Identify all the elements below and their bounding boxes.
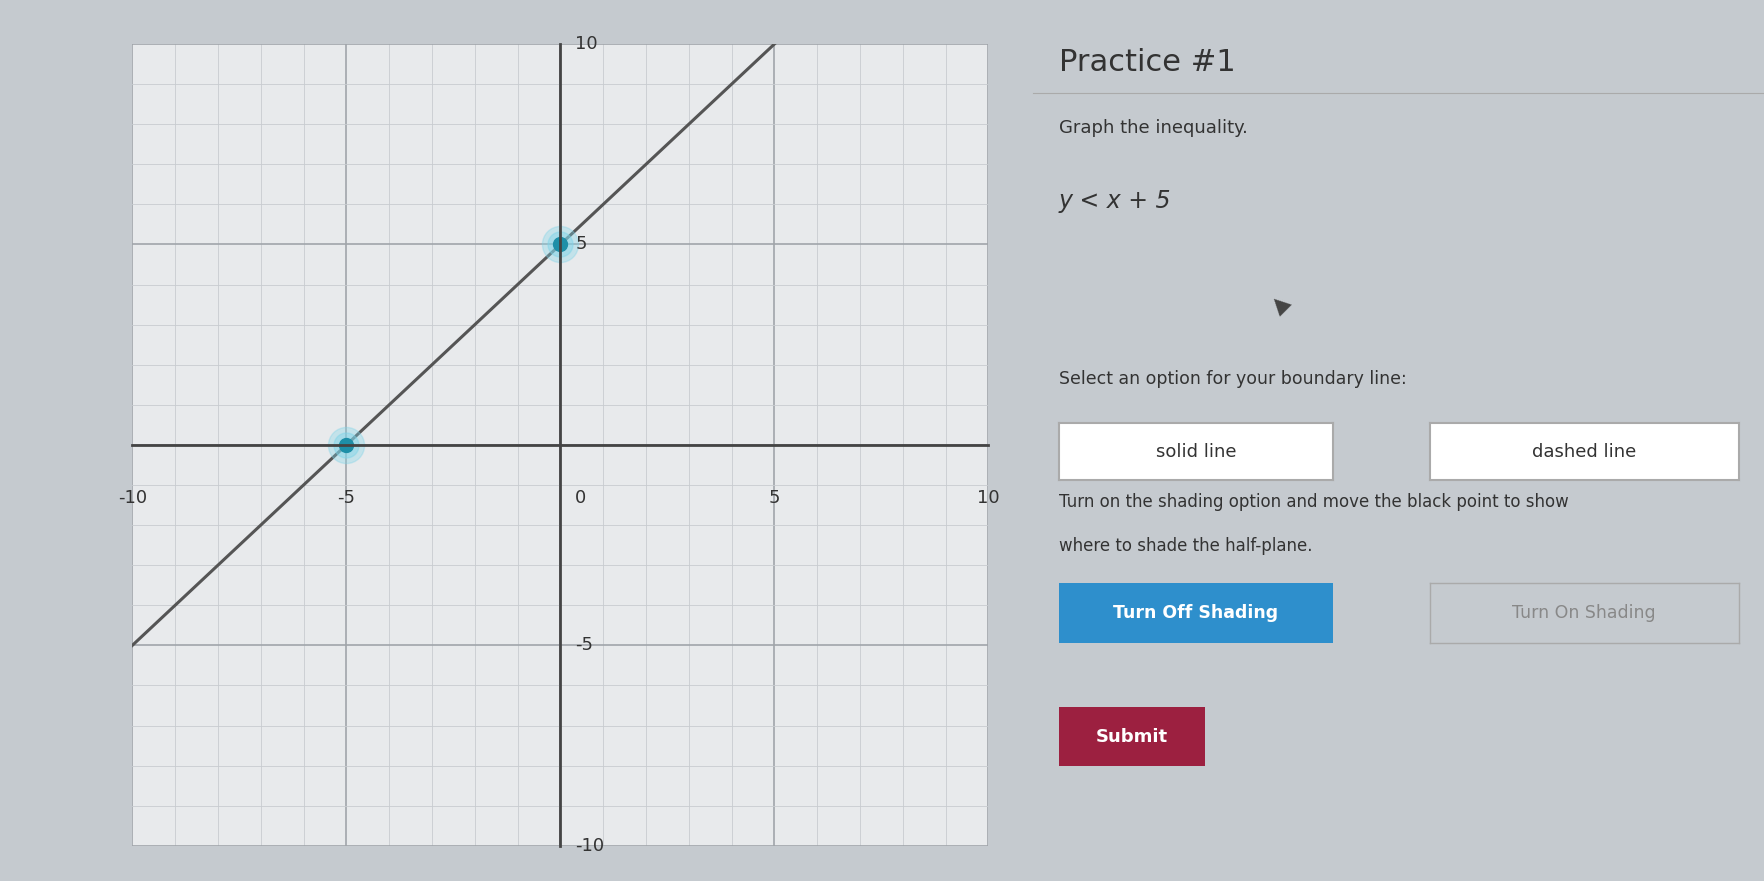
- Text: Turn Off Shading: Turn Off Shading: [1113, 604, 1277, 622]
- Text: ▲: ▲: [1267, 291, 1291, 317]
- Text: 10: 10: [977, 489, 998, 507]
- Text: Submit: Submit: [1095, 728, 1168, 745]
- Text: y < x + 5: y < x + 5: [1058, 189, 1171, 213]
- Text: 10: 10: [575, 35, 598, 53]
- Text: 0: 0: [575, 489, 586, 507]
- Text: -10: -10: [118, 489, 146, 507]
- Text: -5: -5: [575, 636, 593, 655]
- Text: Graph the inequality.: Graph the inequality.: [1058, 119, 1247, 137]
- Text: -5: -5: [337, 489, 355, 507]
- Text: Turn On Shading: Turn On Shading: [1512, 604, 1655, 622]
- Text: where to shade the half-plane.: where to shade the half-plane.: [1058, 537, 1312, 555]
- Text: 5: 5: [575, 235, 587, 254]
- Text: dashed line: dashed line: [1531, 442, 1635, 461]
- Text: Practice #1: Practice #1: [1058, 48, 1235, 78]
- Text: -10: -10: [575, 837, 603, 855]
- Text: Select an option for your boundary line:: Select an option for your boundary line:: [1058, 370, 1406, 388]
- Text: solid line: solid line: [1155, 442, 1235, 461]
- Text: Turn on the shading option and move the black point to show: Turn on the shading option and move the …: [1058, 493, 1568, 511]
- Text: 5: 5: [767, 489, 780, 507]
